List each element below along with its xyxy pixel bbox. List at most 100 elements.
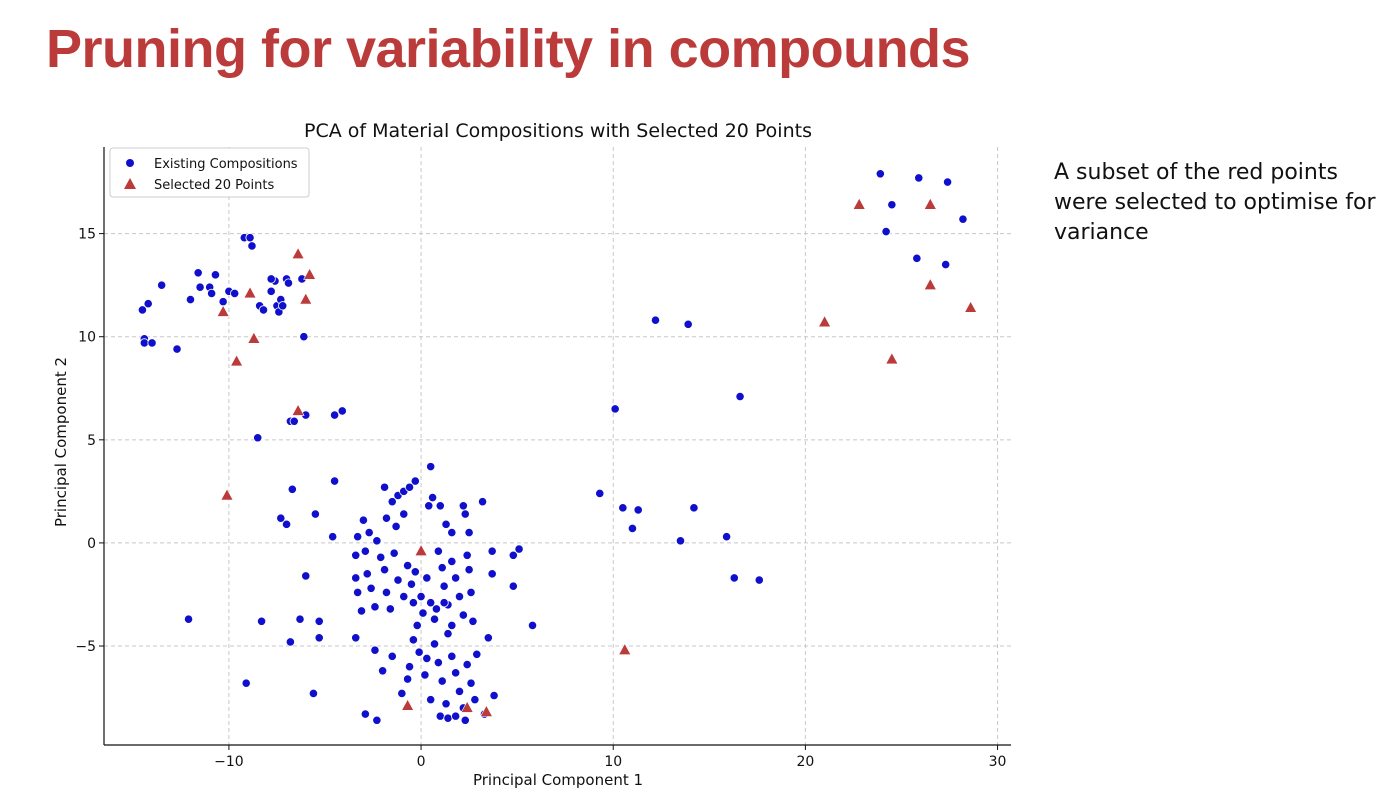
selected-point — [414, 544, 428, 556]
existing-composition-point — [314, 616, 324, 626]
existing-composition-point — [337, 406, 347, 416]
selected-point — [479, 704, 493, 717]
existing-composition-point — [314, 633, 324, 643]
y-tick-label: 0 — [87, 536, 96, 552]
existing-composition-point — [489, 690, 499, 701]
existing-composition-point — [435, 711, 445, 721]
existing-composition-point — [650, 315, 661, 325]
y-axis-label: Principal Component 2 — [52, 357, 70, 527]
existing-composition-point — [633, 505, 643, 515]
existing-composition-point — [393, 575, 403, 585]
existing-composition-point — [404, 662, 415, 672]
existing-composition-point — [258, 305, 269, 315]
existing-composition-point — [689, 503, 699, 513]
legend-selected-label: Selected 20 Points — [154, 178, 274, 193]
existing-composition-point — [729, 573, 739, 583]
x-tick-label: 10 — [604, 754, 622, 770]
existing-composition-point — [458, 501, 468, 511]
existing-composition-point — [353, 587, 363, 598]
existing-composition-point — [387, 651, 397, 661]
existing-composition-point — [942, 177, 953, 187]
existing-composition-point — [508, 550, 518, 560]
existing-composition-point — [610, 404, 620, 414]
y-tick-label: 5 — [87, 433, 96, 449]
existing-composition-point — [447, 556, 457, 567]
existing-composition-point — [433, 657, 443, 668]
selected-point — [291, 247, 305, 260]
chart-title: PCA of Material Compositions with Select… — [304, 120, 812, 142]
existing-composition-point — [408, 635, 418, 645]
existing-composition-point — [410, 567, 420, 577]
existing-composition-point — [137, 305, 148, 315]
existing-composition-point — [276, 513, 286, 523]
existing-composition-point — [437, 563, 447, 573]
existing-composition-point — [468, 616, 478, 626]
existing-composition-point — [941, 259, 951, 270]
existing-composition-point — [447, 620, 457, 631]
existing-composition-point — [426, 695, 436, 705]
existing-composition-point — [408, 598, 418, 608]
data-points — [137, 169, 978, 725]
selected-point — [299, 292, 313, 305]
legend-existing-label: Existing Compositions — [154, 157, 298, 172]
existing-composition-point — [370, 645, 380, 655]
existing-composition-point — [360, 709, 370, 719]
existing-composition-point — [295, 614, 305, 624]
existing-composition-point — [420, 670, 430, 680]
existing-composition-point — [426, 598, 436, 608]
existing-composition-point — [454, 591, 465, 602]
existing-composition-point — [527, 620, 538, 631]
existing-composition-point — [618, 503, 628, 513]
existing-composition-point — [487, 569, 497, 579]
existing-composition-point — [427, 492, 438, 503]
existing-composition-point — [404, 482, 415, 492]
existing-composition-point — [403, 674, 413, 684]
existing-composition-point — [353, 532, 363, 542]
existing-composition-point — [351, 550, 361, 560]
existing-composition-point — [914, 173, 924, 183]
existing-composition-point — [466, 587, 476, 598]
existing-composition-point — [397, 688, 407, 699]
selected-point — [291, 403, 305, 416]
existing-composition-point — [958, 214, 968, 224]
existing-composition-point — [487, 546, 497, 556]
existing-composition-point — [399, 509, 409, 519]
existing-composition-point — [439, 598, 449, 608]
existing-composition-point — [399, 591, 409, 602]
existing-composition-point — [289, 416, 299, 426]
slide-title: Pruning for variability in compounds — [46, 19, 971, 79]
existing-composition-point — [426, 462, 436, 472]
legend-selected-marker — [124, 178, 136, 189]
existing-composition-point — [387, 497, 397, 507]
existing-composition-point — [422, 573, 432, 583]
existing-composition-point — [508, 581, 518, 591]
existing-composition-point — [241, 678, 251, 688]
x-tick-label: 0 — [417, 754, 426, 770]
existing-composition-point — [912, 253, 922, 263]
existing-composition-point — [360, 546, 370, 556]
selected-point — [818, 315, 832, 328]
existing-composition-point — [218, 297, 228, 307]
selected-point — [247, 331, 261, 344]
existing-composition-point — [266, 286, 276, 296]
existing-composition-point — [887, 200, 897, 210]
legend-frame — [109, 147, 310, 198]
existing-composition-point — [881, 226, 891, 237]
selected-point — [303, 267, 317, 280]
existing-composition-point — [285, 637, 295, 647]
existing-composition-point — [477, 497, 488, 507]
selected-point — [230, 354, 244, 367]
existing-composition-point — [379, 482, 390, 492]
existing-composition-point — [329, 476, 340, 486]
axes: −10 0 10 20 30 −5 0 5 10 15 — [75, 147, 1011, 770]
existing-composition-point — [381, 513, 392, 523]
selected-point — [216, 304, 230, 317]
existing-composition-point — [514, 544, 524, 554]
existing-composition-point — [406, 579, 417, 589]
existing-composition-point — [310, 509, 320, 519]
existing-composition-point — [183, 614, 194, 624]
existing-composition-point — [429, 614, 440, 624]
selected-point — [401, 698, 415, 711]
existing-composition-point — [278, 301, 288, 311]
existing-composition-point — [351, 633, 361, 643]
